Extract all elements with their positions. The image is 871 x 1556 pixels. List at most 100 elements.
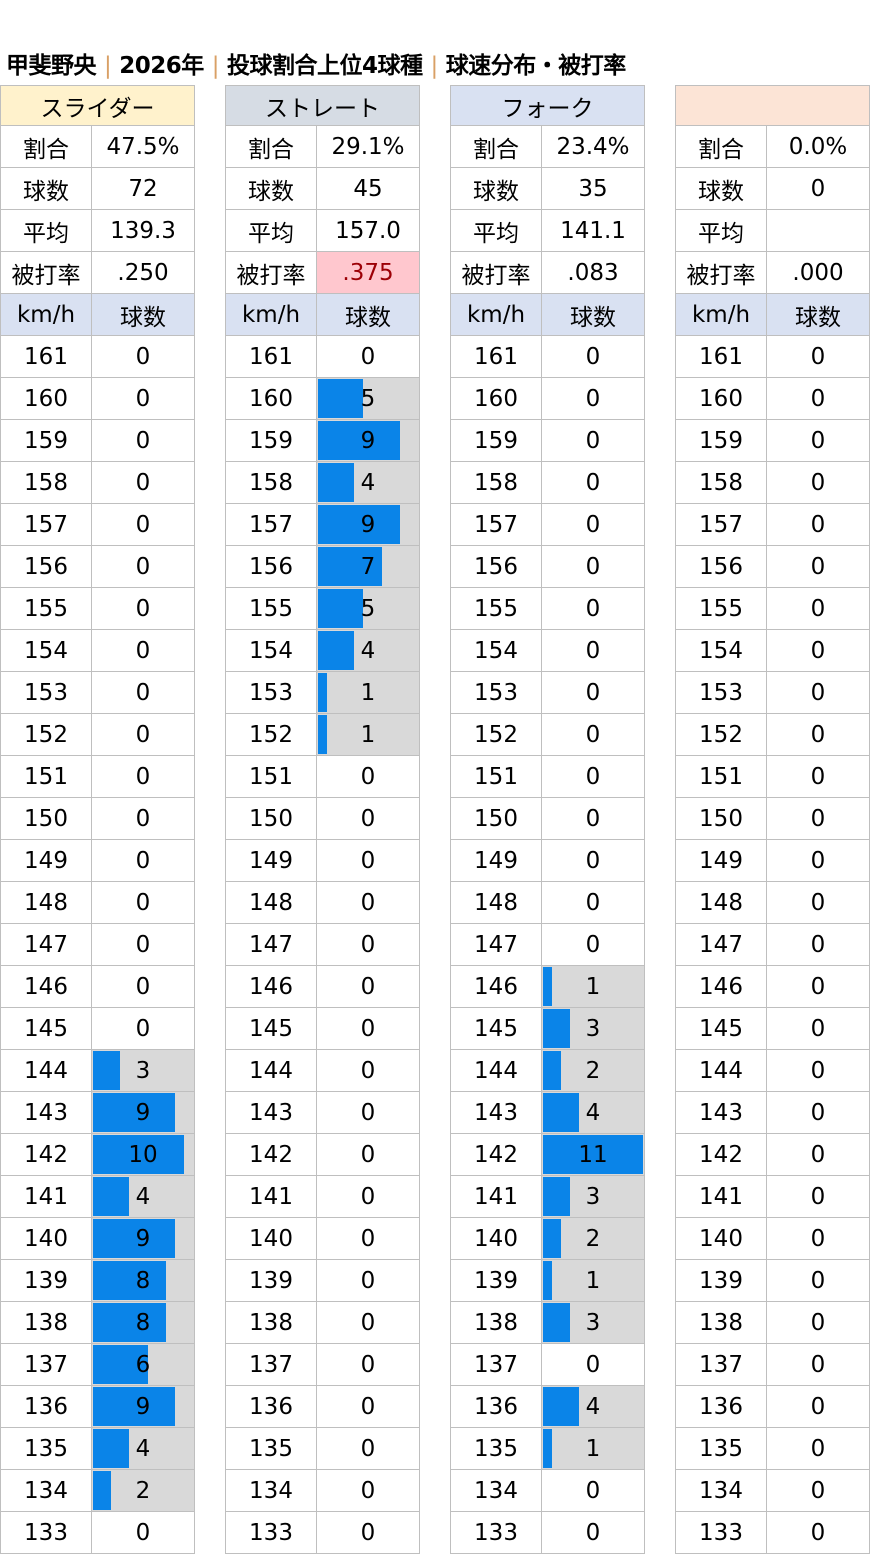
count-column-header: 球数 xyxy=(317,294,420,336)
speed-row: 135 1 xyxy=(450,1428,645,1470)
speed-value: 151 xyxy=(0,756,92,798)
speed-value: 156 xyxy=(675,546,767,588)
stat-value: 157.0 xyxy=(317,210,420,252)
count-value: 0 xyxy=(585,1519,601,1546)
count-cell: 2 xyxy=(542,1050,645,1092)
speed-row: 138 0 xyxy=(225,1302,420,1344)
stat-value: 47.5% xyxy=(92,126,195,168)
count-cell: 11 xyxy=(542,1134,645,1176)
speed-value: 136 xyxy=(225,1386,317,1428)
count-cell: 0 xyxy=(317,1302,420,1344)
stat-label: 割合 xyxy=(450,126,542,168)
count-value: 0 xyxy=(135,931,151,958)
count-cell: 0 xyxy=(92,714,195,756)
count-value: 0 xyxy=(360,763,376,790)
count-bar xyxy=(318,463,355,502)
count-cell: 0 xyxy=(767,1260,870,1302)
count-value: 0 xyxy=(135,553,151,580)
speed-row: 143 4 xyxy=(450,1092,645,1134)
speed-value: 159 xyxy=(675,420,767,462)
count-bar xyxy=(318,505,400,544)
count-cell: 0 xyxy=(542,672,645,714)
speed-row: 149 0 xyxy=(675,840,870,882)
count-value: 0 xyxy=(135,805,151,832)
count-bar xyxy=(93,1261,166,1300)
speed-row: 161 0 xyxy=(450,336,645,378)
speed-row: 153 0 xyxy=(0,672,195,714)
count-value: 11 xyxy=(578,1141,608,1168)
count-value: 0 xyxy=(360,847,376,874)
count-cell: 0 xyxy=(317,1512,420,1554)
speed-value: 148 xyxy=(675,882,767,924)
count-cell: 9 xyxy=(92,1218,195,1260)
stat-value: 29.1% xyxy=(317,126,420,168)
speed-value: 154 xyxy=(225,630,317,672)
count-cell: 0 xyxy=(767,798,870,840)
count-cell: 1 xyxy=(542,966,645,1008)
stat-row-count: 球数 0 xyxy=(675,168,870,210)
stat-row-avg: 平均 139.3 xyxy=(0,210,195,252)
count-value: 0 xyxy=(810,889,826,916)
count-cell: 5 xyxy=(317,588,420,630)
count-cell: 0 xyxy=(317,924,420,966)
stat-value: .083 xyxy=(542,252,645,294)
count-bar xyxy=(543,1219,562,1258)
count-value: 0 xyxy=(585,385,601,412)
count-cell: 0 xyxy=(92,588,195,630)
speed-value: 136 xyxy=(0,1386,92,1428)
speed-row: 149 0 xyxy=(225,840,420,882)
count-value: 0 xyxy=(135,1519,151,1546)
count-bar xyxy=(93,1135,184,1174)
count-bar xyxy=(543,1093,580,1132)
speed-row: 151 0 xyxy=(0,756,195,798)
count-cell: 0 xyxy=(767,504,870,546)
speed-value: 146 xyxy=(450,966,542,1008)
count-cell: 0 xyxy=(767,1470,870,1512)
speed-value: 156 xyxy=(0,546,92,588)
count-cell: 8 xyxy=(92,1260,195,1302)
count-value: 9 xyxy=(360,427,376,454)
count-value: 0 xyxy=(585,721,601,748)
stat-row-ratio: 割合 29.1% xyxy=(225,126,420,168)
speed-row: 159 0 xyxy=(0,420,195,462)
count-cell: 0 xyxy=(767,1050,870,1092)
count-bar xyxy=(543,1303,571,1342)
count-value: 1 xyxy=(585,1435,601,1462)
count-value: 0 xyxy=(810,1057,826,1084)
count-value: 0 xyxy=(810,637,826,664)
count-cell: 0 xyxy=(542,714,645,756)
count-value: 0 xyxy=(810,763,826,790)
count-value: 9 xyxy=(135,1393,151,1420)
speed-column-header: km/h xyxy=(0,294,92,336)
count-cell: 0 xyxy=(767,1428,870,1470)
speed-value: 145 xyxy=(225,1008,317,1050)
speed-row: 159 0 xyxy=(675,420,870,462)
count-value: 0 xyxy=(810,343,826,370)
speed-row: 153 1 xyxy=(225,672,420,714)
speed-row: 136 0 xyxy=(225,1386,420,1428)
count-cell: 4 xyxy=(317,462,420,504)
speed-value: 160 xyxy=(0,378,92,420)
count-cell: 0 xyxy=(92,840,195,882)
stat-label: 被打率 xyxy=(0,252,92,294)
speed-value: 147 xyxy=(675,924,767,966)
speed-value: 144 xyxy=(0,1050,92,1092)
speed-row: 134 2 xyxy=(0,1470,195,1512)
distribution-header: km/h 球数 xyxy=(450,294,645,336)
stat-label: 平均 xyxy=(675,210,767,252)
count-value: 0 xyxy=(810,1141,826,1168)
stat-value: 139.3 xyxy=(92,210,195,252)
count-cell: 0 xyxy=(767,1176,870,1218)
speed-row: 158 4 xyxy=(225,462,420,504)
count-value: 0 xyxy=(135,973,151,1000)
speed-value: 151 xyxy=(675,756,767,798)
count-value: 0 xyxy=(585,427,601,454)
stat-row-count: 球数 72 xyxy=(0,168,195,210)
count-value: 2 xyxy=(585,1225,601,1252)
speed-value: 161 xyxy=(0,336,92,378)
count-cell: 4 xyxy=(92,1176,195,1218)
count-value: 0 xyxy=(810,1519,826,1546)
count-cell: 0 xyxy=(542,1512,645,1554)
speed-value: 159 xyxy=(450,420,542,462)
stat-label: 被打率 xyxy=(675,252,767,294)
